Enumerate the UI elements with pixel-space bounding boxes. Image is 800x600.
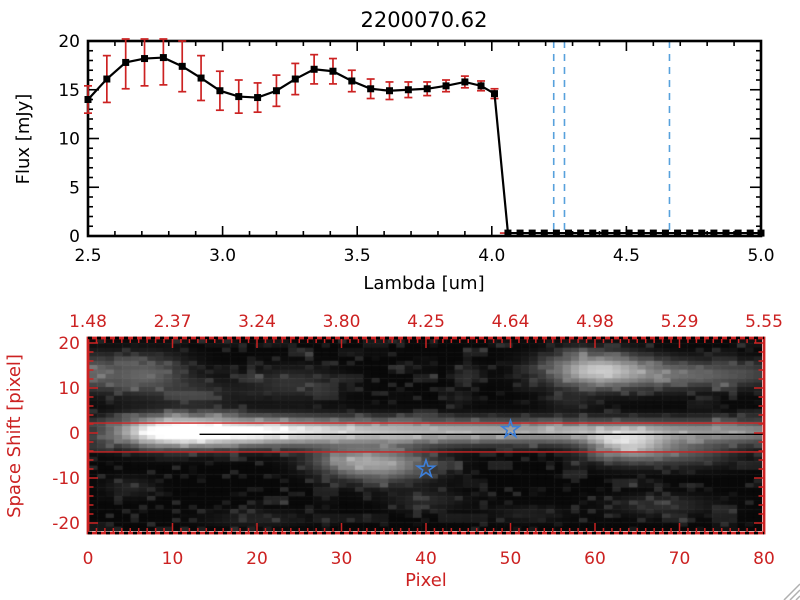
svg-text:3.24: 3.24 [238, 312, 276, 332]
svg-text:4.5: 4.5 [613, 246, 640, 266]
svg-text:-20: -20 [52, 514, 80, 534]
svg-text:4.25: 4.25 [407, 312, 445, 332]
spectrum-line [87, 56, 761, 235]
star-marker [499, 417, 522, 439]
star-marker [414, 457, 438, 479]
svg-text:50: 50 [500, 549, 522, 569]
svg-text:5.55: 5.55 [745, 312, 783, 332]
svg-text:80: 80 [753, 549, 775, 569]
svg-text:20: 20 [58, 32, 80, 52]
svg-text:2.5: 2.5 [74, 246, 101, 266]
bottom-yaxis-title: Space Shift [pixel] [4, 354, 25, 518]
error-bars [84, 38, 499, 115]
svg-text:3.0: 3.0 [209, 246, 236, 266]
svg-text:5: 5 [69, 178, 80, 198]
svg-text:0: 0 [69, 424, 80, 444]
svg-text:4.64: 4.64 [492, 312, 530, 332]
svg-text:0: 0 [83, 549, 94, 569]
resize-grip-icon [783, 583, 800, 600]
svg-text:10: 10 [58, 379, 80, 399]
svg-text:60: 60 [584, 549, 606, 569]
svg-text:0: 0 [69, 227, 80, 247]
svg-text:1.48: 1.48 [69, 312, 107, 332]
flux-spectrum-plot: 2.5 3.0 3.5 4.0 4.5 5.0 0 5 10 15 20 [58, 32, 774, 266]
top-xaxis-title: Lambda [um] [363, 273, 484, 294]
svg-text:5.0: 5.0 [747, 246, 774, 266]
svg-text:5.29: 5.29 [661, 312, 699, 332]
svg-text:20: 20 [58, 334, 80, 354]
svg-text:70: 70 [669, 549, 691, 569]
space-shift-image-plot: 0 10 20 30 40 50 60 70 80 1.48 2.37 3.24 3.80 4.25 4.6… [52, 312, 783, 569]
svg-text:2.37: 2.37 [154, 312, 192, 332]
svg-text:-10: -10 [52, 469, 80, 489]
svg-text:15: 15 [58, 81, 80, 101]
svg-text:4.0: 4.0 [478, 246, 505, 266]
chart-title: 2200070.62 [361, 8, 488, 32]
bottom-xaxis-title: Pixel [405, 570, 447, 591]
svg-text:3.5: 3.5 [344, 246, 371, 266]
svg-text:20: 20 [246, 549, 268, 569]
svg-text:4.98: 4.98 [576, 312, 614, 332]
svg-text:3.80: 3.80 [323, 312, 361, 332]
spectrum-markers [84, 54, 765, 237]
svg-text:30: 30 [331, 549, 353, 569]
svg-text:10: 10 [162, 549, 184, 569]
top-yaxis-title: Flux [mJy] [13, 94, 34, 185]
svg-text:10: 10 [58, 130, 80, 150]
svg-text:40: 40 [415, 549, 437, 569]
